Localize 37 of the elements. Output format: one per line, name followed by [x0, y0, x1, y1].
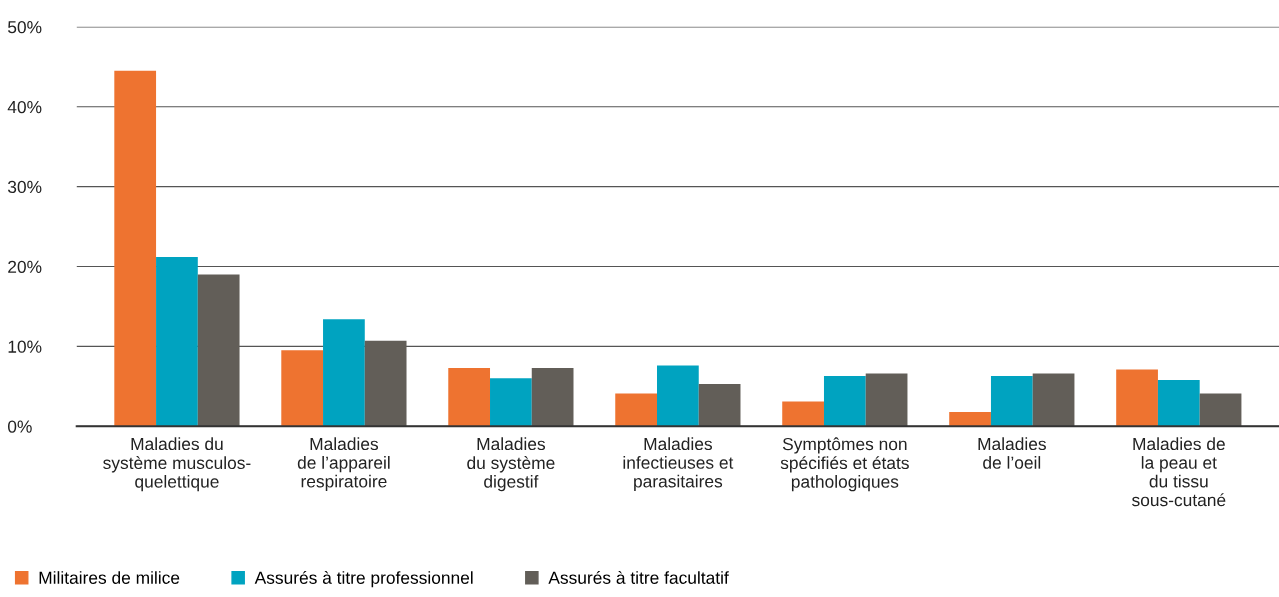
bar — [949, 411, 991, 427]
x-tick-label: Symptômes non spécifiés et états pathologiques — [780, 437, 909, 492]
x-tick-label: Maladies du système musculos- quelettique — [103, 437, 251, 492]
bar — [1199, 393, 1242, 427]
bar — [364, 340, 407, 427]
y-tick-label: 50% — [7, 21, 42, 34]
y-tick-label: 30% — [7, 180, 42, 194]
legend-label: Militaires de milice — [39, 571, 180, 584]
y-tick-label: 40% — [7, 100, 42, 114]
x-tick-label: Maladies de l’oeil — [978, 437, 1046, 469]
x-tick-label: Maladies de l’appareil respiratoire — [297, 437, 390, 491]
bar — [197, 274, 240, 427]
bar — [156, 256, 198, 427]
bar — [531, 367, 574, 427]
legend-label: Assurés à titre facultatif — [548, 570, 729, 584]
bar — [865, 373, 908, 427]
bar — [114, 70, 157, 427]
y-tick-label: 10% — [8, 340, 42, 353]
y-tick-label: 0% — [7, 420, 32, 433]
bar — [323, 319, 365, 427]
y-tick-label: 20% — [8, 260, 42, 273]
bar — [281, 350, 324, 427]
x-tick-label: Maladies infectieuses et parasitaires — [623, 437, 734, 491]
bar — [698, 383, 741, 427]
x-tick-label: Maladies du système digestif — [467, 437, 555, 492]
bar — [1116, 369, 1158, 427]
legend-label: Assurés à titre professionnel — [254, 570, 473, 588]
bar — [1032, 373, 1075, 427]
bar — [657, 365, 699, 427]
bar — [823, 375, 866, 427]
bar — [490, 378, 532, 427]
bar — [615, 393, 657, 427]
bar — [1157, 379, 1200, 427]
bar — [782, 401, 824, 427]
bar — [448, 367, 491, 427]
bar — [990, 375, 1033, 427]
x-tick-label: Maladies de la peau et du tissu sous-cutané — [1132, 437, 1226, 507]
